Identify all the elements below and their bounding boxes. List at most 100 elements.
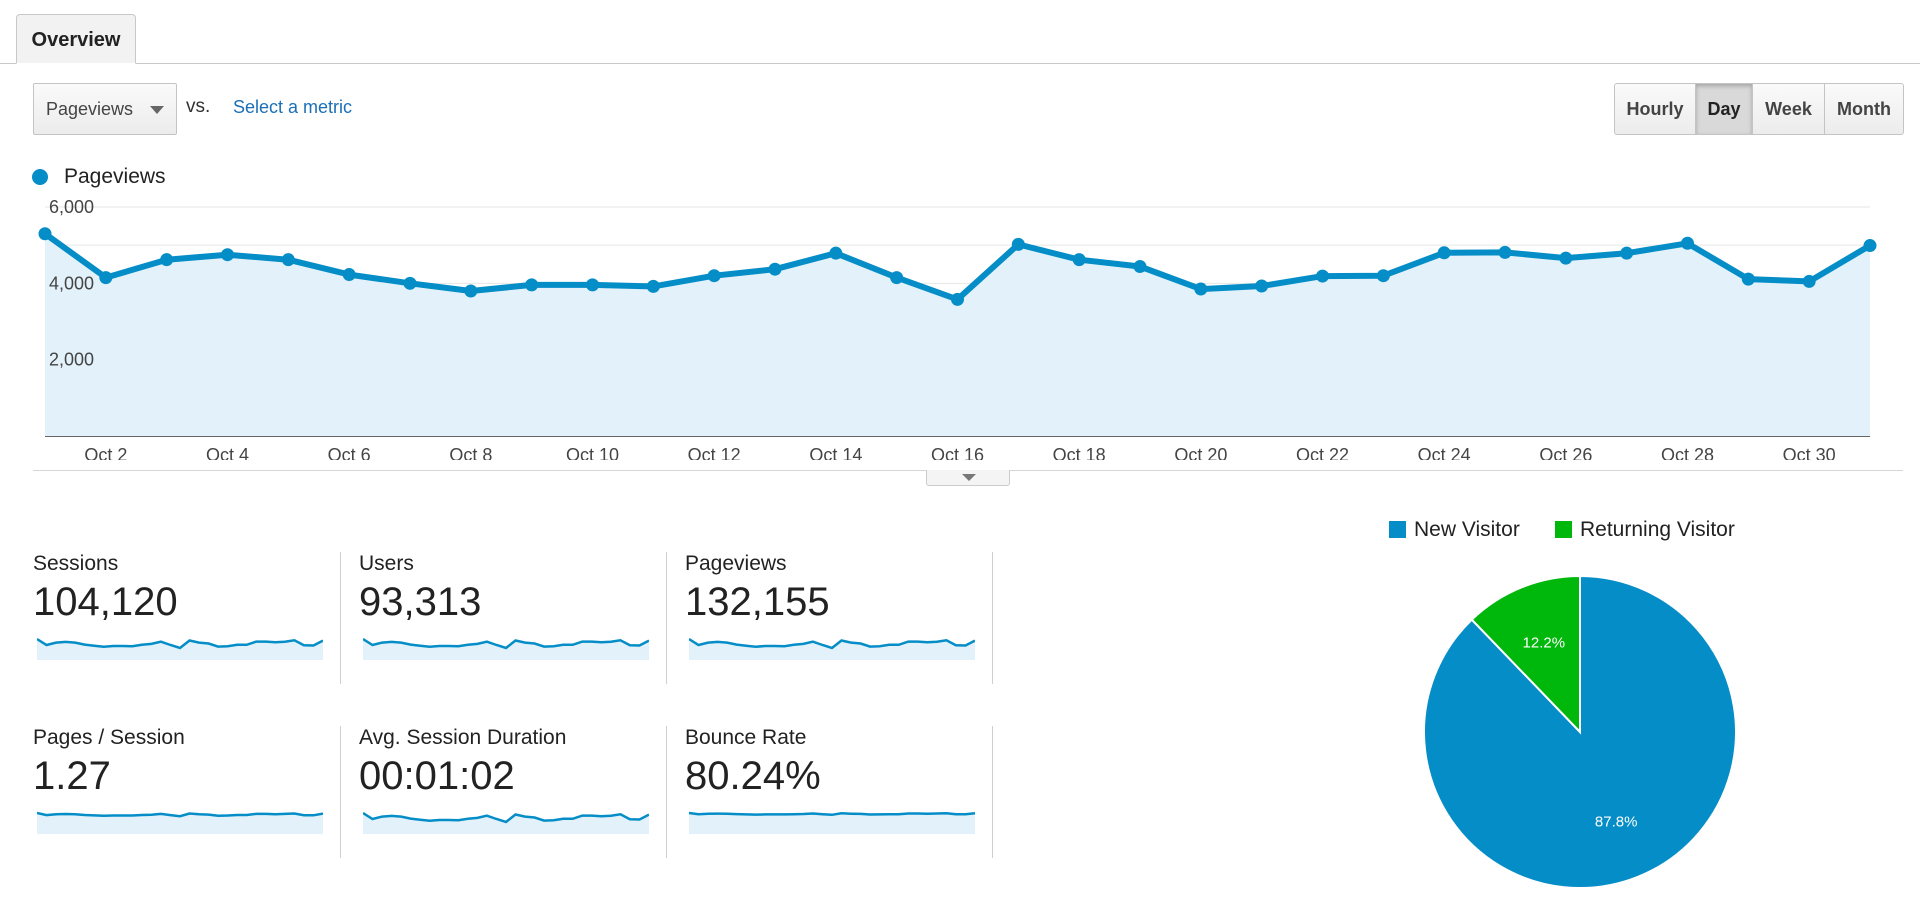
data-point[interactable] — [342, 268, 356, 282]
data-point[interactable] — [403, 276, 417, 290]
sparkline — [363, 811, 649, 834]
data-point[interactable] — [1316, 269, 1329, 283]
data-point[interactable] — [464, 284, 478, 298]
data-point[interactable] — [1437, 246, 1451, 260]
data-point[interactable] — [38, 227, 52, 241]
chart-collapse-toggle[interactable] — [926, 470, 1010, 486]
data-point[interactable] — [1255, 279, 1269, 293]
pie-legend-label: Returning Visitor — [1580, 518, 1735, 541]
data-point[interactable] — [768, 262, 782, 276]
data-point[interactable] — [99, 271, 113, 285]
pie-legend-item-returning-visitor[interactable]: Returning Visitor — [1555, 518, 1735, 542]
sparkline-line — [37, 811, 323, 818]
data-point[interactable] — [1863, 239, 1877, 253]
x-tick-label: Oct 20 — [1174, 445, 1227, 460]
period-week-button[interactable]: Week — [1752, 83, 1825, 135]
data-point[interactable] — [586, 278, 599, 292]
metric-tile-users[interactable]: Users 93,313 — [359, 552, 649, 660]
metric-label: Sessions — [33, 552, 119, 575]
data-point[interactable] — [1498, 245, 1512, 259]
metric-divider — [666, 552, 667, 684]
period-hourly-button[interactable]: Hourly — [1614, 83, 1696, 135]
vs-label: vs. — [186, 96, 211, 117]
data-point[interactable] — [707, 269, 721, 283]
tab-bar-divider — [0, 63, 1920, 64]
metric-tile-pages-per-session[interactable]: Pages / Session 1.27 — [33, 726, 323, 834]
sparkline-line — [363, 811, 649, 824]
metric-label: Avg. Session Duration — [359, 726, 567, 749]
sparkline-line — [37, 637, 323, 650]
metric-value: 80.24% — [685, 754, 821, 798]
data-point[interactable] — [1802, 274, 1816, 288]
x-tick-label: Oct 28 — [1661, 445, 1714, 460]
chevron-down-icon — [150, 106, 164, 114]
data-point[interactable] — [1011, 237, 1025, 251]
x-tick-label: Oct 8 — [449, 445, 492, 460]
x-tick-label: Oct 26 — [1539, 445, 1592, 460]
y-tick-label: 2,000 — [49, 350, 94, 370]
metric-value: 104,120 — [33, 580, 178, 624]
sparkline — [37, 811, 323, 834]
data-point[interactable] — [1194, 282, 1208, 296]
sparkline — [363, 637, 649, 660]
data-point[interactable] — [1741, 272, 1755, 286]
data-point[interactable] — [160, 253, 174, 267]
data-point[interactable] — [829, 246, 843, 260]
period-day-button[interactable]: Day — [1695, 83, 1753, 135]
pageviews-area — [45, 233, 1870, 436]
data-point[interactable] — [221, 248, 234, 262]
metric-tile-avg-session-duration[interactable]: Avg. Session Duration 00:01:02 — [359, 726, 649, 834]
data-point[interactable] — [1072, 253, 1086, 267]
new-visitor-swatch — [1389, 521, 1406, 538]
metric-divider — [340, 726, 341, 858]
metric-dropdown[interactable]: Pageviews — [33, 83, 177, 135]
metric-divider — [666, 726, 667, 858]
pie-data-label: 87.8% — [1595, 814, 1638, 831]
data-point[interactable] — [890, 271, 904, 285]
data-point[interactable] — [646, 279, 660, 293]
data-point[interactable] — [525, 278, 539, 292]
x-tick-label: Oct 14 — [809, 445, 862, 460]
chart-legend-label: Pageviews — [64, 165, 166, 188]
metric-label: Users — [359, 552, 414, 575]
pageviews-line-chart: 6,000 4,000 2,000 Oct 2 Oct 4 Oct 6 Oct 8 Oct … — [38, 200, 1877, 460]
sparkline-line — [363, 637, 649, 650]
metric-tile-bounce-rate[interactable]: Bounce Rate 80.24% — [685, 726, 975, 834]
data-point[interactable] — [1133, 260, 1147, 274]
x-tick-label: Oct 10 — [566, 445, 619, 460]
x-tick-label: Oct 2 — [84, 445, 127, 460]
data-point[interactable] — [1376, 269, 1390, 283]
sparkline — [689, 637, 975, 660]
pageviews-legend-dot — [32, 169, 48, 185]
data-point[interactable] — [951, 292, 964, 306]
pie-legend-item-new-visitor[interactable]: New Visitor — [1389, 518, 1520, 542]
sparkline-area — [689, 813, 975, 834]
select-metric-link[interactable]: Select a metric — [233, 97, 353, 117]
sparkline — [37, 637, 323, 660]
metric-label: Pageviews — [685, 552, 787, 575]
metric-divider — [992, 552, 993, 684]
x-tick-label: Oct 16 — [931, 445, 984, 460]
chevron-down-icon — [962, 474, 976, 481]
sparkline-line — [689, 637, 975, 650]
metric-tile-pageviews[interactable]: Pageviews 132,155 — [685, 552, 975, 660]
sparkline — [689, 811, 975, 834]
metric-value: 132,155 — [685, 580, 830, 624]
data-point[interactable] — [1559, 251, 1573, 265]
x-tick-label: Oct 4 — [206, 445, 249, 460]
x-tick-label: Oct 24 — [1418, 445, 1471, 460]
metric-value: 00:01:02 — [359, 754, 515, 798]
metric-value: 93,313 — [359, 580, 482, 624]
period-month-button[interactable]: Month — [1824, 83, 1904, 135]
pie-slice-returning-visitor[interactable] — [1470, 574, 1581, 735]
visitor-pie-chart: 87.8% 12.2% — [1423, 574, 1737, 889]
data-point[interactable] — [281, 253, 295, 267]
returning-visitor-swatch — [1555, 521, 1572, 538]
sparkline-area — [37, 813, 323, 834]
data-point[interactable] — [1620, 246, 1634, 260]
metric-dropdown-value: Pageviews — [46, 99, 134, 119]
data-point[interactable] — [1681, 236, 1694, 250]
metric-tile-sessions[interactable]: Sessions 104,120 — [33, 552, 323, 660]
tab-bar: Overview — [0, 0, 1920, 64]
tab-overview[interactable]: Overview — [16, 14, 136, 64]
